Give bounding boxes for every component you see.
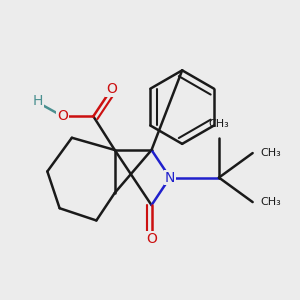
Text: H: H [33,94,43,108]
Text: CH₃: CH₃ [208,118,229,129]
Text: O: O [57,109,68,123]
Text: CH₃: CH₃ [260,148,281,158]
Text: O: O [146,232,157,246]
Text: CH₃: CH₃ [260,197,281,207]
Text: O: O [106,82,117,96]
Text: N: N [165,171,175,184]
